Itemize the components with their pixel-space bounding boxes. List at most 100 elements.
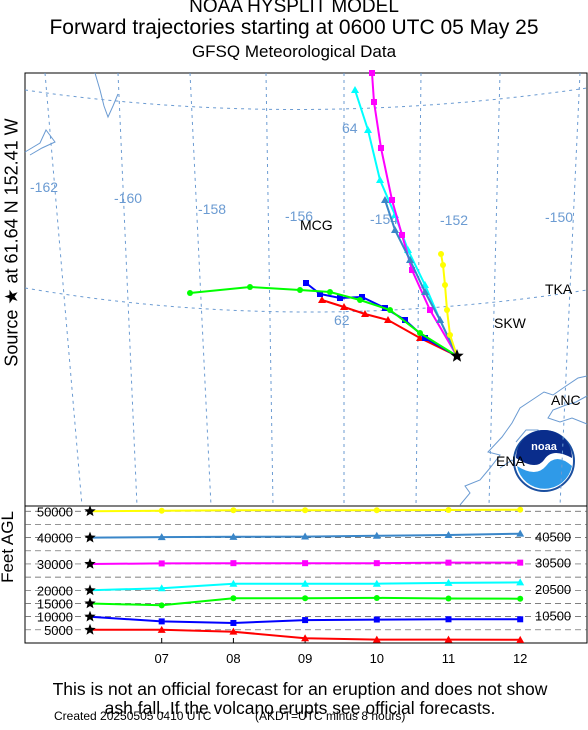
- trajectory-point: [301, 579, 310, 587]
- parallel-line: [24, 87, 588, 110]
- trajectory-point: [402, 317, 408, 323]
- trajectory-point: [364, 126, 372, 133]
- trajectory-path: [189, 285, 458, 357]
- timezone-note: (AKDT=UTC minus 8 hours): [255, 709, 406, 723]
- trajectory-point: [372, 531, 381, 539]
- trajectory-path: [384, 199, 458, 357]
- trajectory-point: [516, 529, 525, 537]
- place-label-anc: ANC: [551, 392, 581, 408]
- height-series-30000ft: [84, 558, 524, 569]
- trajectory-point: [158, 507, 165, 514]
- trajectory-point: [517, 616, 524, 623]
- height-right-label: 20500: [535, 582, 571, 597]
- trajectory-point: [373, 507, 380, 514]
- meridian-line: [44, 72, 83, 507]
- trajectory-point: [337, 295, 343, 301]
- trajectory-point: [229, 627, 238, 635]
- trajectory-point: [417, 330, 423, 336]
- trajectory-50000ft: [438, 251, 458, 357]
- height-series-10000ft: [84, 610, 524, 626]
- trajectory-point: [445, 506, 452, 513]
- longitude-label: -160: [114, 190, 142, 206]
- trajectory-point: [440, 262, 446, 268]
- model-title: NOAA HYSPLIT MODEL: [189, 0, 399, 17]
- trajectory-point: [399, 232, 405, 238]
- trajectory-point: [373, 594, 380, 601]
- met-data-subtitle: GFSQ Meteorological Data: [191, 42, 397, 61]
- trajectory-point: [303, 280, 309, 286]
- start-star-icon: [84, 584, 96, 596]
- place-label-skw: SKW: [494, 315, 527, 331]
- meridian-line: [265, 72, 274, 507]
- trajectory-point: [357, 297, 363, 303]
- place-label-tka: TKA: [545, 281, 573, 297]
- created-timestamp: Created 20250505 0410 UTC: [54, 709, 212, 723]
- trajectory-point: [373, 560, 380, 567]
- start-star-icon: [84, 531, 96, 543]
- trajectory-point: [230, 507, 237, 514]
- height-tick-label: 5000: [44, 623, 73, 638]
- trajectory-point: [302, 595, 309, 602]
- trajectory-point: [297, 287, 303, 293]
- time-tick-label: 10: [370, 651, 384, 666]
- longitude-label: -152: [440, 212, 468, 228]
- source-star-icon: [450, 349, 464, 362]
- trajectory-point: [327, 289, 333, 295]
- trajectory-point: [351, 86, 359, 93]
- trajectory-point: [406, 256, 414, 263]
- trajectory-point: [317, 291, 323, 297]
- height-right-label: 30500: [535, 556, 571, 571]
- trajectory-point: [373, 616, 380, 623]
- height-series-15000ft: [84, 594, 524, 609]
- longitude-label: -158: [198, 201, 226, 217]
- place-label-ena: ENA: [496, 453, 525, 469]
- trajectory-point: [372, 579, 381, 587]
- trajectory-30000ft: [369, 70, 458, 357]
- trajectory-40000ft: [381, 196, 458, 357]
- start-star-icon: [84, 610, 96, 622]
- trajectory-point: [444, 307, 450, 313]
- trajectory-point: [516, 578, 525, 586]
- trajectory-point: [445, 616, 452, 623]
- time-tick-label: 11: [442, 651, 456, 666]
- trajectory-point: [378, 145, 384, 151]
- trajectory-point: [229, 579, 238, 587]
- longitude-label: -150: [545, 209, 573, 225]
- meridian-line: [117, 72, 138, 507]
- trajectory-point: [409, 267, 415, 273]
- trajectory-point: [447, 332, 453, 338]
- meridian-line: [415, 72, 422, 507]
- trajectory-point: [371, 99, 377, 105]
- trajectory-point: [361, 310, 369, 317]
- trajectory-point: [445, 595, 452, 602]
- trajectory-map: noaa -162 -160 -158 -156 -154 -152 -150 64 62 MCG…: [24, 70, 588, 507]
- trajectory-point: [517, 559, 524, 566]
- meridian-line: [559, 72, 581, 507]
- height-right-label: 40500: [535, 529, 571, 544]
- parallel-line: [24, 287, 588, 313]
- trajectory-point: [427, 307, 433, 313]
- start-star-icon: [84, 623, 96, 635]
- trajectory-point: [384, 316, 392, 323]
- longitude-label: -156: [285, 208, 313, 224]
- trajectory-point: [381, 196, 389, 203]
- trajectory-point: [445, 559, 452, 566]
- trajectory-point: [387, 307, 393, 313]
- trajectory-point: [247, 284, 253, 290]
- time-tick-label: 12: [513, 651, 527, 666]
- trajectory-point: [229, 532, 238, 540]
- time-tick-label: 09: [298, 651, 312, 666]
- trajectory-point: [302, 617, 309, 624]
- trajectory-point: [157, 584, 166, 592]
- trajectory-point: [230, 595, 237, 602]
- trajectory-point: [359, 294, 365, 300]
- trajectory-point: [517, 506, 524, 513]
- noaa-logo: noaa: [513, 430, 575, 492]
- latitude-label: 62: [334, 312, 350, 328]
- trajectory-point: [158, 618, 165, 625]
- trajectory-path: [371, 72, 458, 357]
- trajectory-point: [438, 251, 444, 257]
- height-series-20000ft: [84, 578, 525, 596]
